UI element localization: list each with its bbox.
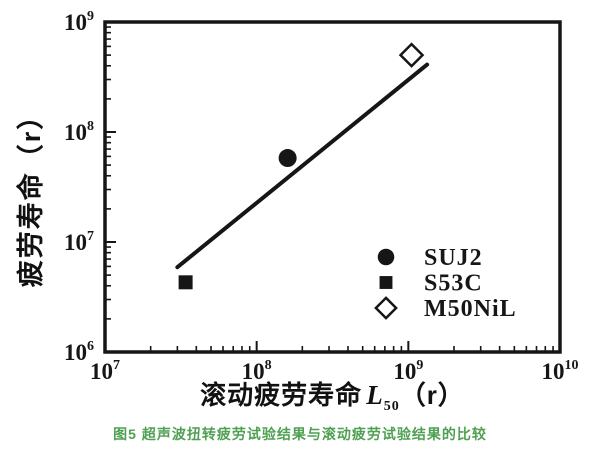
data-point-SUJ2 — [278, 149, 297, 168]
data-point-M50NiL — [398, 42, 425, 68]
x-axis-title: 滚动疲劳寿命 L50（r） — [105, 380, 560, 414]
x-axis-title-text: 滚动疲劳寿命 — [200, 380, 363, 410]
y-tick-label: 109 — [64, 9, 94, 35]
y-tick-label: 107 — [64, 229, 94, 255]
legend-label-S53C: S53C — [424, 271, 483, 297]
y-tick-label: 108 — [64, 119, 94, 145]
x-axis-unit: （r） — [399, 380, 465, 410]
legend-marker-M50NiL — [374, 296, 398, 320]
legend-marker-S53C — [379, 276, 393, 289]
legend-marker-SUJ2 — [377, 248, 395, 266]
x-axis-subscript: 50 — [383, 399, 400, 414]
data-point-S53C — [178, 275, 193, 290]
plot-border — [103, 20, 562, 354]
legend-label-SUJ2: SUJ2 — [424, 245, 483, 271]
legend-label-M50NiL: M50NiL — [424, 296, 517, 322]
y-axis-title: 疲劳寿命（r） — [14, 69, 48, 319]
trend-line — [175, 62, 430, 270]
x-axis-variable: L — [366, 380, 384, 410]
y-axis-title-text: 疲劳寿命（r） — [16, 100, 46, 288]
figure-caption: 图5 超声波扭转疲劳试验结果与滚动疲劳试验结果的比较 — [113, 426, 487, 442]
